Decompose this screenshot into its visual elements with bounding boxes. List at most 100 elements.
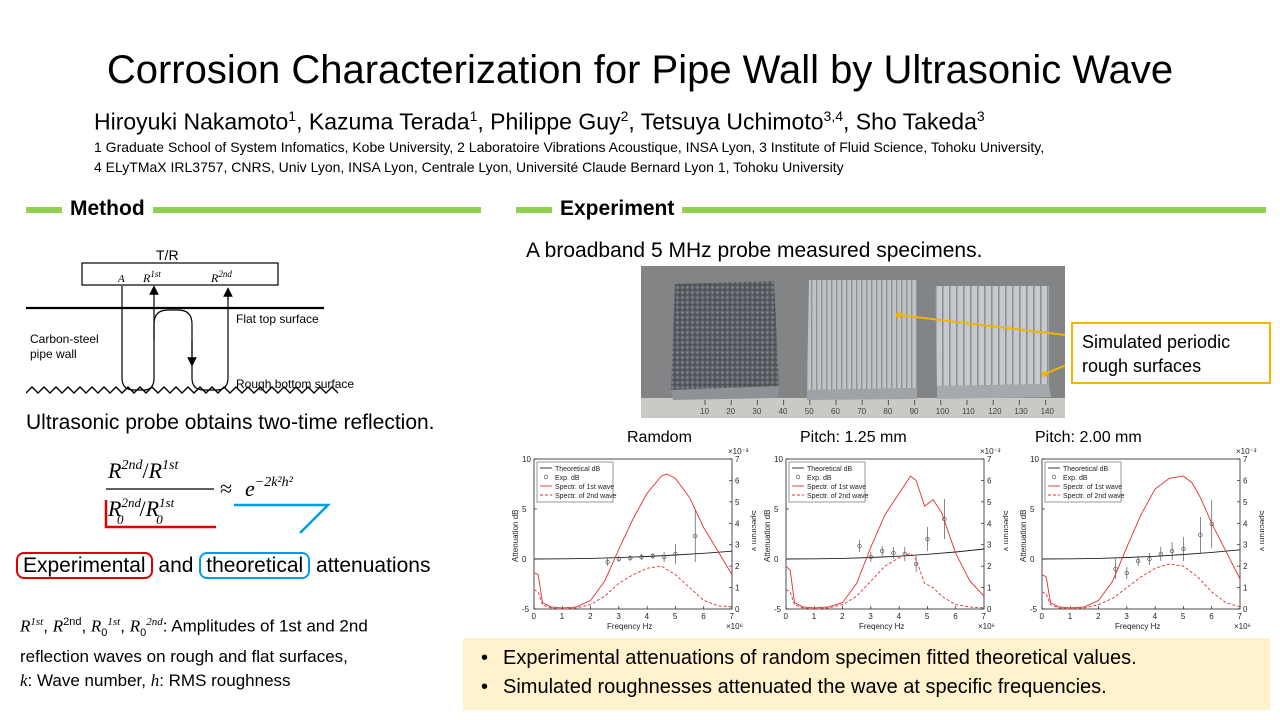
ruler: 10 20 30 40 50 60 70 80 90 100 110 120 130 140 (700, 400, 1054, 416)
y2-tick-label: 1 (735, 584, 740, 593)
y2-tick-label: 4 (987, 519, 992, 528)
y2-tick-label: 3 (987, 541, 992, 550)
reflection-diagram: T/R A R1st R2nd Flat top surface Rough b… (26, 247, 354, 394)
theoretical-box: theoretical (199, 552, 311, 579)
legend-box (536, 461, 614, 503)
pipe-wall-label-1: Carbon-steel (30, 332, 99, 346)
legend-entry: Spectr. of 1st wave (807, 484, 866, 491)
x-tick-label: 0 (532, 612, 537, 621)
exp-point (1198, 532, 1203, 538)
y-tick-label: 5 (774, 505, 779, 514)
series-line (785, 552, 985, 610)
symbol-legend-line-2: reflection waves on rough and flat surfa… (20, 647, 348, 667)
exp-point (661, 554, 667, 560)
a-label: A (117, 273, 125, 285)
symbol-legend-line-1: R1st, R2nd, R01st, R02nd: Amplitudes of … (20, 616, 368, 640)
exp-point (693, 533, 698, 539)
probe-description: Ultrasonic probe obtains two-time reflec… (26, 411, 435, 434)
experiment-section-bar (516, 207, 1266, 213)
y2-tick-label: 6 (1243, 476, 1248, 485)
series-line (533, 473, 733, 609)
x-tick-label: 5 (673, 612, 678, 621)
exp-point (639, 554, 644, 560)
ruler-tick-label: 80 (883, 407, 892, 416)
legend-entry: Spectr. of 1st wave (555, 484, 614, 491)
formula-denominator: R2nd 0/R1st 0 (107, 495, 175, 527)
x-multiplier: ×10⁶ (726, 622, 743, 631)
rough-bottom-surface-line (26, 386, 339, 394)
y2-tick-label: 3 (1243, 541, 1248, 550)
author-separator: , (477, 108, 491, 135)
random-specimen (671, 281, 779, 390)
x-multiplier: ×10⁶ (978, 622, 995, 631)
series-line (533, 550, 733, 560)
theoretical-connector (234, 503, 332, 534)
r1-label: R1st (142, 269, 161, 285)
y-tick-label: 0 (774, 555, 779, 564)
chart-pitch-200: 0 1 2 3 4 5 6 7-5051001234567×10⁻³×10⁶Freqency … (1019, 447, 1264, 631)
ruler-tick-label: 110 (962, 407, 975, 416)
exp-point (673, 551, 678, 557)
wave-path (121, 286, 229, 391)
y-tick-label: 5 (1030, 505, 1035, 514)
y-tick-label: -5 (774, 605, 782, 614)
author-affiliation-mark: 3 (976, 108, 985, 124)
x-tick-label: 7 (730, 612, 735, 621)
formula-exponential: e−2k²h² (245, 475, 294, 501)
x-tick-label: 4 (1153, 612, 1158, 621)
y2-axis-label: Spectrum V (1002, 510, 1008, 552)
y2-multiplier: ×10⁻³ (728, 447, 749, 456)
chart-title-pitch-125: Pitch: 1.25 mm (800, 429, 907, 446)
formula-connectors (104, 500, 332, 534)
experiment-heading: Experiment (552, 197, 683, 221)
y2-tick-label: 1 (1243, 584, 1248, 593)
author-name: Hiroyuki Nakamoto (94, 108, 289, 135)
y-tick-label: 10 (774, 455, 783, 464)
author-separator: , (296, 108, 309, 135)
summary-item: Simulated roughnesses attenuated the wav… (481, 673, 1270, 702)
y2-tick-label: 1 (987, 584, 992, 593)
y2-tick-label: 3 (735, 541, 740, 550)
attenuation-caption: Experimental and theoretical attenuation… (16, 548, 430, 584)
exp-point (1158, 551, 1163, 557)
exp-point (857, 543, 862, 549)
exp-point (1136, 558, 1141, 564)
ruler-tick-label: 30 (752, 407, 761, 416)
y-tick-label: 10 (1030, 455, 1039, 464)
exp-point (1209, 521, 1214, 527)
attenuations-word: attenuations (316, 554, 431, 577)
legend-entry: Spectr. of 2nd wave (1063, 493, 1125, 500)
ruler-tick-label: 120 (988, 407, 1002, 416)
pipe-wall-label-2: pipe wall (30, 347, 77, 361)
pitch-125-specimen (807, 280, 917, 390)
x-tick-label: 6 (701, 612, 706, 621)
y2-tick-label: 6 (735, 476, 740, 485)
y2-tick-label: 4 (1243, 519, 1248, 528)
y2-tick-label: 0 (987, 605, 992, 614)
rough-surface-callout: Simulated periodic rough surfaces (1071, 322, 1271, 384)
chart-title-random: Ramdom (627, 429, 692, 446)
legend-entry: Theoretical dB (1063, 466, 1108, 473)
author-separator: , (628, 108, 641, 135)
x-tick-label: 2 (588, 612, 593, 621)
y2-tick-label: 0 (735, 605, 740, 614)
x-tick-label: 4 (645, 612, 650, 621)
legend-entry: Exp. dB (555, 475, 580, 482)
x-tick-label: 4 (897, 612, 902, 621)
x-tick-label: 5 (1181, 612, 1186, 621)
legend-entry: Spectr. of 2nd wave (555, 493, 617, 500)
ruler-tick-label: 90 (910, 407, 919, 416)
exp-point (925, 536, 930, 542)
legend-box (788, 461, 866, 503)
callout-pointer-2 (1044, 364, 1065, 375)
chart-pitch-125: 0 1 2 3 4 5 6 7-5051001234567×10⁻³×10⁶Freqency … (763, 447, 1008, 631)
x-axis-label: Freqency Hz (859, 622, 904, 631)
top-surface-label: Flat top surface (236, 312, 319, 326)
author-affiliation-mark: 2 (620, 108, 629, 124)
y-tick-label: 10 (522, 455, 531, 464)
r2-label: R2nd (210, 269, 232, 285)
y-tick-label: -5 (522, 605, 530, 614)
legend-entry: Spectr. of 1st wave (1063, 484, 1122, 491)
series-line (1041, 549, 1241, 560)
x-tick-label: 2 (840, 612, 845, 621)
